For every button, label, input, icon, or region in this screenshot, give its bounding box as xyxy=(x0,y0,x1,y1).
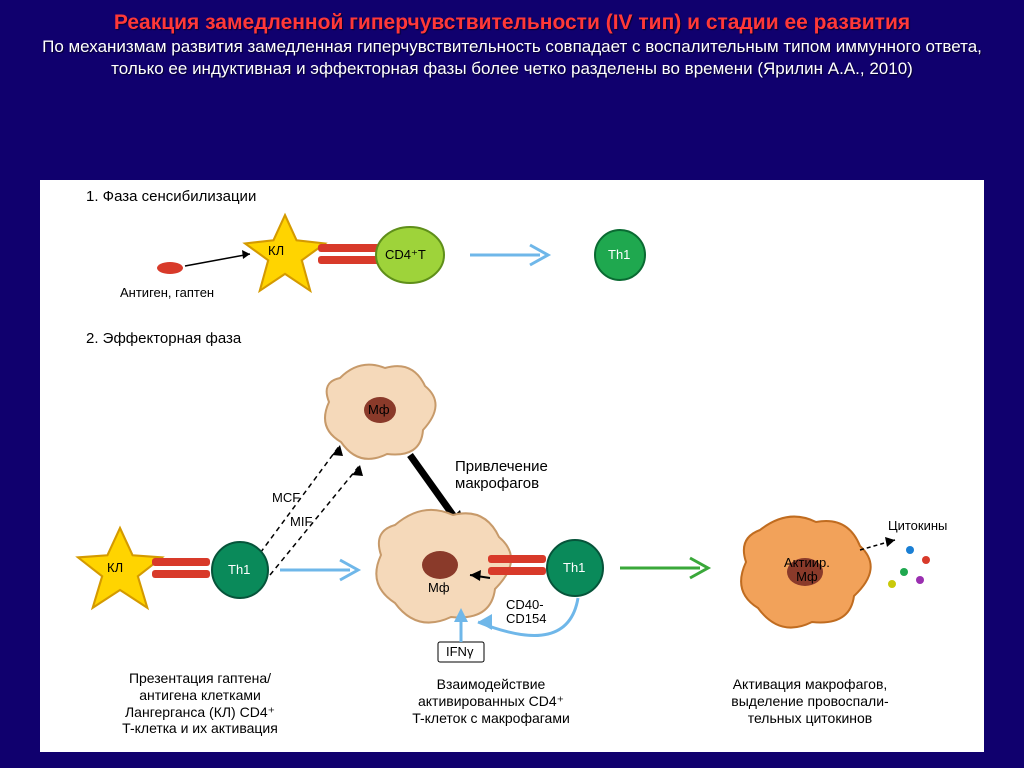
caption-right: Активация макрофагов, выделение провоспа… xyxy=(700,676,920,726)
cytokines-label: Цитокины xyxy=(888,518,947,533)
th1-label-1: Th1 xyxy=(608,247,630,262)
title-sub: По механизмам развития замедленная гипер… xyxy=(40,36,984,79)
slide-title: Реакция замедленной гиперчувствительност… xyxy=(0,0,1024,85)
caption-mid: Взаимодействие активированных CD4⁺ T-кле… xyxy=(386,676,596,726)
mf-top-label: Мф xyxy=(368,402,390,417)
phase2-title: 2. Эффекторная фаза xyxy=(86,330,241,347)
phase1-title: 1. Фаза сенсибилизации xyxy=(86,188,256,205)
th1-label-3: Th1 xyxy=(563,560,585,575)
diagram-area: 1. Фаза сенсибилизации xyxy=(40,180,984,752)
phase1-svg xyxy=(40,210,984,320)
cd40-cd154-label: CD40- CD154 xyxy=(506,598,546,627)
ifng-label: IFNγ xyxy=(446,644,473,659)
th1-label-2: Th1 xyxy=(228,562,250,577)
kl-label-1: КЛ xyxy=(268,243,284,258)
activ-mf-label: Актиир. Мф xyxy=(784,556,830,585)
mif-label: MIF xyxy=(290,514,312,529)
mcf-label: MCF xyxy=(272,490,300,505)
antigen-hapten-label: Антиген, гаптен xyxy=(120,285,214,300)
cd4t-label: CD4⁺T xyxy=(385,247,426,263)
title-main: Реакция замедленной гиперчувствительност… xyxy=(40,10,984,36)
kl-label-2: КЛ xyxy=(107,560,123,575)
macrophage-recruit-label: Привлечение макрофагов xyxy=(455,458,595,493)
mf-mid-label: Мф xyxy=(428,580,450,595)
caption-left: Презентация гаптена/ антигена клетками Л… xyxy=(100,670,300,737)
phase2-svg xyxy=(40,350,984,690)
